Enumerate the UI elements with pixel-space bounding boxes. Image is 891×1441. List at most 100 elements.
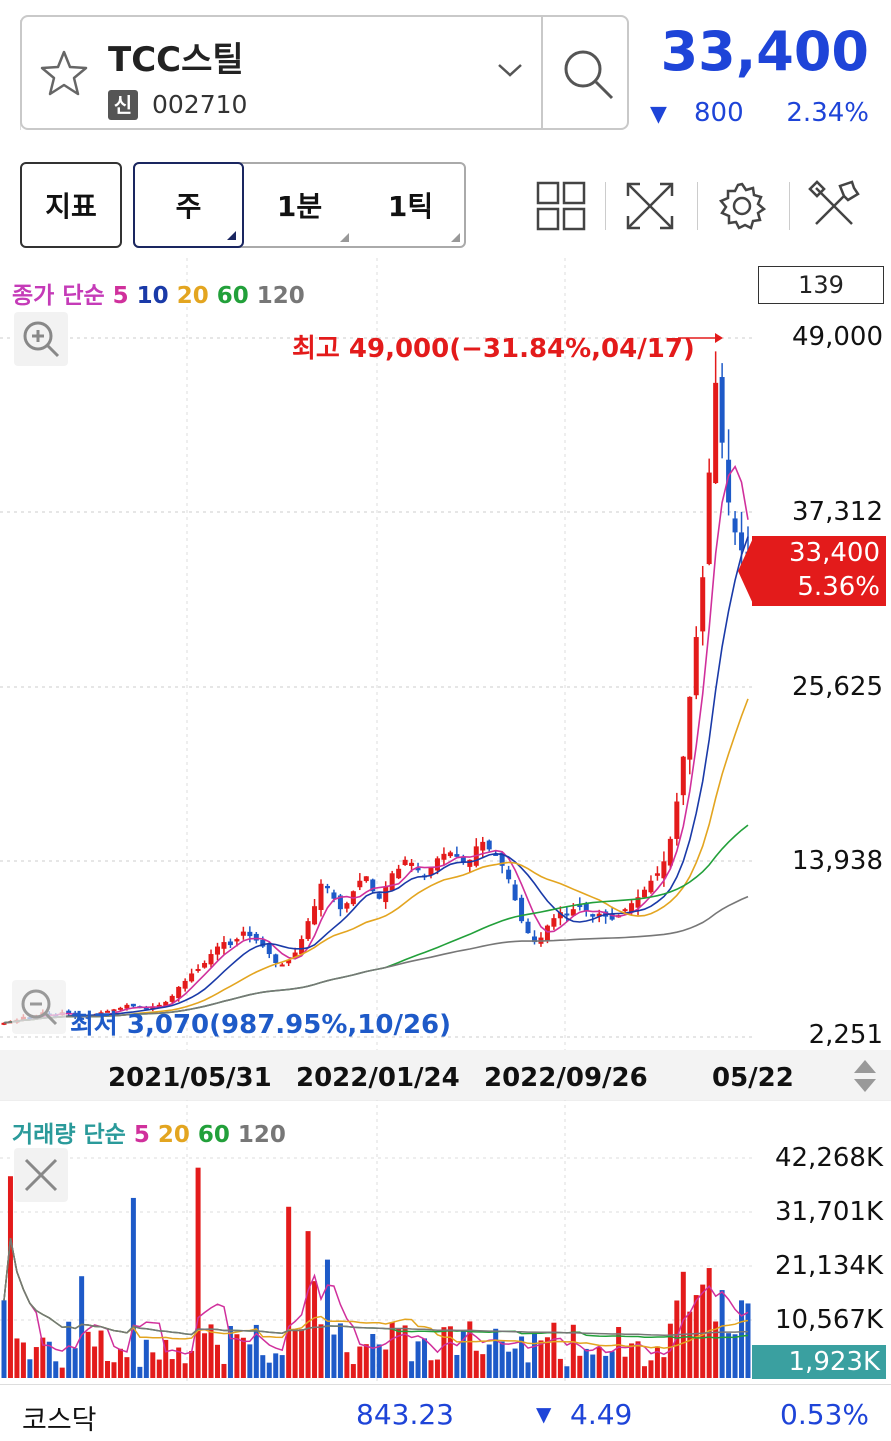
candle [337, 895, 343, 910]
close-icon[interactable] [14, 1148, 68, 1202]
candle [234, 939, 240, 942]
candle [344, 903, 350, 909]
high-arrow-head [715, 333, 723, 343]
chevron-down-icon[interactable] [496, 60, 524, 84]
x-axis-label: 2022/01/24 [296, 1063, 460, 1093]
zoom-out-icon[interactable] [12, 980, 66, 1034]
volume-bar [279, 1355, 285, 1378]
period-week-button[interactable]: 주 [133, 162, 244, 248]
tools-icon[interactable] [808, 180, 860, 232]
period-1tick-button[interactable]: 1틱 [355, 162, 466, 248]
candle [227, 941, 233, 946]
candle [305, 921, 311, 939]
volume-bar [260, 1355, 266, 1378]
candle [506, 869, 512, 880]
volume-bar [33, 1347, 39, 1378]
volume-bar [14, 1338, 20, 1378]
volume-bar [111, 1362, 117, 1378]
candle [163, 1001, 169, 1006]
volume-bar [189, 1350, 195, 1378]
period-1min-button[interactable]: 1분 [244, 162, 355, 248]
volume-bar [409, 1361, 415, 1378]
candle [512, 884, 518, 901]
candle [583, 903, 589, 911]
candle [169, 995, 175, 1002]
volume-bar [447, 1326, 453, 1378]
volume-bar [635, 1341, 641, 1378]
candle [674, 801, 680, 839]
candle [1, 1022, 7, 1025]
index-footer[interactable] [0, 1384, 891, 1441]
y-axis-label: 25,625 [792, 672, 883, 702]
volume-bar [506, 1351, 512, 1378]
favorite-star-icon[interactable] [38, 48, 90, 104]
volume-bar [745, 1303, 751, 1378]
volume-bar [266, 1362, 272, 1378]
candle [629, 903, 635, 913]
candle [66, 1010, 72, 1014]
volume-bar [273, 1353, 279, 1378]
candle [189, 973, 195, 982]
volume-bar [150, 1352, 156, 1378]
volume-bar [525, 1362, 531, 1378]
period-1tick-label: 1틱 [387, 190, 434, 223]
volume-y-label: 21,134K [774, 1251, 883, 1281]
grid-layout-icon[interactable] [535, 180, 587, 232]
volume-bar [234, 1334, 240, 1378]
candle [357, 880, 363, 888]
down-arrow-icon: ▼ [536, 1402, 552, 1426]
candle [667, 838, 673, 866]
candle [111, 1009, 117, 1012]
volume-bar [383, 1349, 389, 1378]
price-chart[interactable] [0, 258, 891, 1383]
candle [383, 886, 389, 903]
legend-item: 60 [208, 283, 249, 309]
volume-bar [176, 1347, 182, 1378]
volume-tag: 1,923K [752, 1345, 886, 1379]
candle [331, 892, 337, 899]
updown-arrows-icon[interactable] [852, 1058, 878, 1098]
legend-item: 10 [128, 283, 169, 309]
volume-bar [557, 1358, 563, 1378]
volume-bar [117, 1348, 123, 1378]
volume-bar [72, 1348, 78, 1378]
indicator-button[interactable]: 지표 [20, 162, 122, 248]
candle-count[interactable]: 139 [758, 266, 884, 304]
candle [402, 859, 408, 866]
x-axis-label: 2022/09/26 [484, 1063, 648, 1093]
stock-name: TCC스틸 [108, 40, 244, 80]
volume-bar [253, 1324, 259, 1378]
candle [493, 853, 499, 856]
ma-line-5 [3, 464, 749, 1024]
zoom-in-icon[interactable] [14, 312, 68, 366]
ma-line-20 [3, 698, 749, 1024]
toolbar-divider [697, 182, 698, 230]
gear-icon[interactable] [716, 180, 768, 232]
index-value: 843.23 [356, 1398, 454, 1431]
volume-bar [544, 1337, 550, 1378]
x-axis[interactable] [0, 1050, 891, 1100]
volume-bar [105, 1360, 111, 1378]
toolbar-divider [605, 182, 606, 230]
volume-bar [214, 1344, 220, 1378]
candle [299, 939, 305, 955]
candle [519, 897, 525, 922]
volume-bar [706, 1268, 712, 1378]
fullscreen-icon[interactable] [624, 180, 676, 232]
candle [732, 518, 738, 533]
volume-bar [680, 1271, 686, 1378]
volume-bar [363, 1344, 369, 1378]
search-divider [541, 15, 543, 130]
candle [150, 1006, 156, 1010]
y-axis-label: 13,938 [792, 846, 883, 876]
volume-bar [402, 1325, 408, 1378]
candle [486, 840, 492, 850]
candle [117, 1007, 123, 1010]
volume-bar [493, 1328, 499, 1378]
volume-bar [376, 1344, 382, 1378]
market-badge: 신 [108, 90, 138, 120]
volume-bar [221, 1363, 227, 1378]
volume-bar [85, 1331, 91, 1378]
search-icon[interactable] [560, 46, 616, 106]
legend-item: 5 [125, 1122, 150, 1148]
